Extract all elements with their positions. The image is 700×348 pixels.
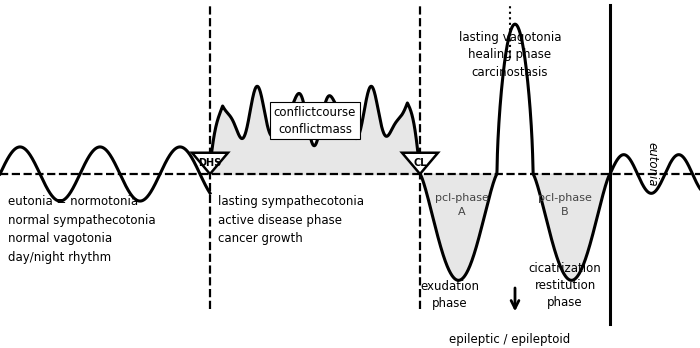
Text: lasting sympathecotonia
active disease phase
cancer growth: lasting sympathecotonia active disease p… [218, 195, 364, 245]
Text: eutonia: eutonia [645, 142, 659, 187]
Text: DHS: DHS [198, 158, 222, 168]
Text: eutonia = normotonia
normal sympathecotonia
normal vagotonia
day/night rhythm: eutonia = normotonia normal sympathecoto… [8, 195, 155, 264]
Polygon shape [192, 153, 228, 174]
Text: epileptic / epileptoid
crisis: epileptic / epileptoid crisis [449, 333, 570, 348]
Text: lasting vagotonia
healing phase
carcinostasis: lasting vagotonia healing phase carcinos… [458, 31, 561, 79]
Text: cicatrization
restitution
phase: cicatrization restitution phase [528, 262, 601, 309]
Text: exudation
phase: exudation phase [421, 280, 480, 310]
Text: pcl-phase
B: pcl-phase B [538, 193, 592, 216]
Text: pcl-phase
A: pcl-phase A [435, 193, 489, 216]
Polygon shape [402, 153, 438, 174]
Text: conflictcourse
conflictmass: conflictcourse conflictmass [274, 106, 356, 136]
Text: CL: CL [413, 158, 427, 168]
